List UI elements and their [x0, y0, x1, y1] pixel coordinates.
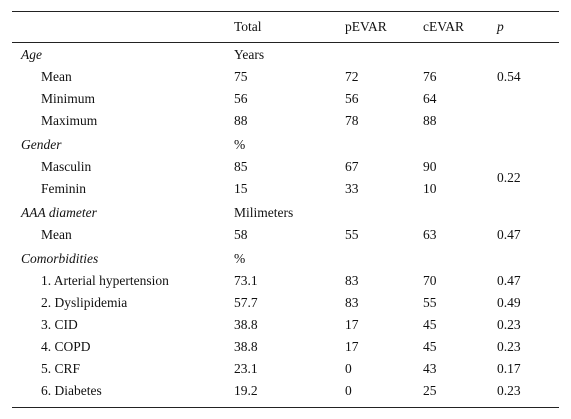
section-unit: %: [234, 137, 246, 152]
total-value: 56: [234, 91, 248, 106]
section-title: Age: [21, 47, 42, 62]
row-label: Feminin: [41, 181, 87, 196]
section-title: AAA diameter: [21, 205, 97, 220]
column-header: Total: [234, 19, 262, 34]
pevar-value: 0: [345, 383, 352, 398]
top-rule: [12, 11, 559, 12]
cevar-value: 10: [423, 181, 437, 196]
row-label: 4. COPD: [41, 339, 91, 354]
pevar-value: 78: [345, 113, 359, 128]
pevar-value: 56: [345, 91, 359, 106]
pevar-value: 72: [345, 69, 359, 84]
cevar-value: 45: [423, 317, 437, 332]
total-value: 58: [234, 227, 248, 242]
column-header: cEVAR: [423, 19, 465, 34]
row-label: 3. CID: [41, 317, 78, 332]
header-rule: [12, 42, 559, 43]
p-value: 0.49: [497, 295, 521, 310]
row-label: Mean: [41, 227, 72, 242]
row-label: Mean: [41, 69, 72, 84]
row-label: 6. Diabetes: [41, 383, 102, 398]
cevar-value: 63: [423, 227, 437, 242]
column-header: pEVAR: [345, 19, 387, 34]
row-label: Masculin: [41, 159, 92, 174]
total-value: 57.7: [234, 295, 258, 310]
p-value: 0.47: [497, 227, 521, 242]
row-label: 2. Dyslipidemia: [41, 295, 128, 310]
section-title: Gender: [21, 137, 62, 152]
section-unit: %: [234, 251, 246, 266]
bottom-rule: [12, 407, 559, 408]
pevar-value: 0: [345, 361, 352, 376]
p-value: 0.23: [497, 317, 521, 332]
p-value: 0.47: [497, 273, 521, 288]
row-label: Maximum: [41, 113, 98, 128]
pevar-value: 33: [345, 181, 359, 196]
cevar-value: 45: [423, 339, 437, 354]
cevar-value: 76: [423, 69, 437, 84]
pevar-value: 17: [345, 339, 359, 354]
pevar-value: 83: [345, 295, 359, 310]
cevar-value: 70: [423, 273, 437, 288]
p-value: 0.54: [497, 69, 521, 84]
total-value: 38.8: [234, 317, 258, 332]
p-value: 0.23: [497, 383, 521, 398]
p-value: 0.22: [497, 170, 521, 185]
total-value: 38.8: [234, 339, 258, 354]
pevar-value: 17: [345, 317, 359, 332]
cevar-value: 90: [423, 159, 437, 174]
pevar-value: 55: [345, 227, 359, 242]
cevar-value: 43: [423, 361, 437, 376]
cevar-value: 55: [423, 295, 437, 310]
total-value: 19.2: [234, 383, 258, 398]
pevar-value: 67: [345, 159, 359, 174]
p-value: 0.17: [497, 361, 521, 376]
section-unit: Milimeters: [234, 205, 294, 220]
cevar-value: 88: [423, 113, 437, 128]
row-label: 5. CRF: [41, 361, 81, 376]
cevar-value: 25: [423, 383, 437, 398]
column-header: p: [497, 19, 504, 34]
total-value: 85: [234, 159, 248, 174]
total-value: 15: [234, 181, 248, 196]
total-value: 75: [234, 69, 248, 84]
cevar-value: 64: [423, 91, 437, 106]
row-label: Minimum: [41, 91, 96, 106]
total-value: 73.1: [234, 273, 258, 288]
total-value: 88: [234, 113, 248, 128]
section-unit: Years: [234, 47, 265, 62]
row-label: 1. Arterial hypertension: [41, 273, 169, 288]
pevar-value: 83: [345, 273, 359, 288]
p-value: 0.23: [497, 339, 521, 354]
section-title: Comorbidities: [21, 251, 99, 266]
total-value: 23.1: [234, 361, 258, 376]
